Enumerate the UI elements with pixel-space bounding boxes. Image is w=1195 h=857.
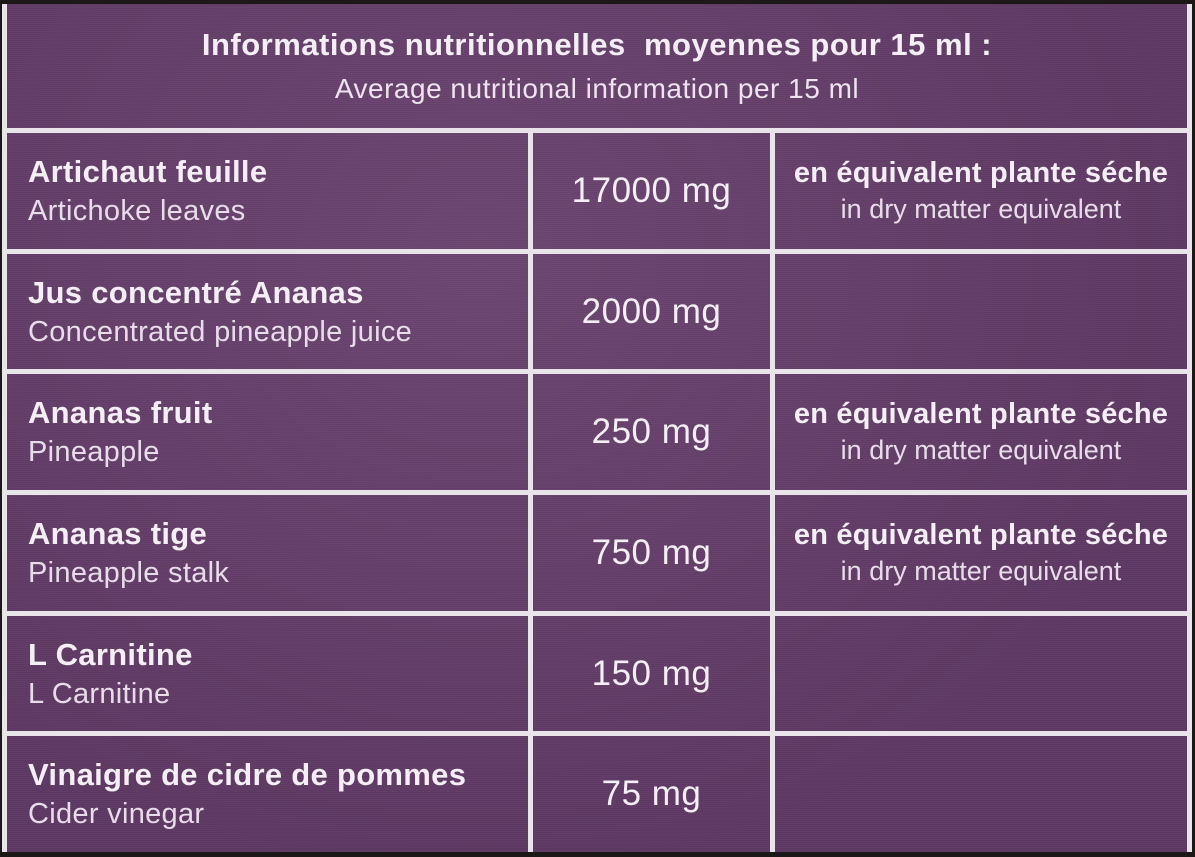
amount-value: 150 mg xyxy=(591,653,712,693)
amount-cell: 150 mg xyxy=(528,615,770,732)
ingredient-name-en: Artichoke leaves xyxy=(28,194,246,227)
note-cell xyxy=(770,615,1187,732)
header-title-english: Average nutritional information per 15 m… xyxy=(334,73,860,104)
ingredient-name-cell: L Carnitine L Carnitine xyxy=(7,616,528,732)
table-row-pineapple-stalk: Ananas tige Pineapple stalk 750 mg en éq… xyxy=(7,490,1187,611)
ingredient-name-fr: L Carnitine xyxy=(28,636,193,672)
ingredient-name-en: L Carnitine xyxy=(28,677,171,710)
amount-cell: 17000 mg xyxy=(528,133,770,249)
ingredient-name-cell: Ananas tige Pineapple stalk xyxy=(7,495,528,611)
note-cell: en équivalent plante séche in dry matter… xyxy=(770,133,1187,249)
note-cell xyxy=(770,253,1187,370)
note-fr: en équivalent plante séche xyxy=(793,156,1169,189)
table-row-pineapple-juice: Jus concentré Ananas Concentrated pineap… xyxy=(7,248,1187,370)
amount-cell: 2000 mg xyxy=(528,253,770,370)
ingredient-name-cell: Artichaut feuille Artichoke leaves xyxy=(7,133,528,249)
table-row-l-carnitine: L Carnitine L Carnitine 150 mg xyxy=(7,610,1187,732)
amount-value: 17000 mg xyxy=(571,170,732,210)
amount-cell: 250 mg xyxy=(528,374,770,491)
amount-cell: 75 mg xyxy=(528,736,770,853)
ingredient-name-en: Concentrated pineapple juice xyxy=(28,315,413,348)
table-header: Informations nutritionnelles moyennes po… xyxy=(7,4,1187,128)
ingredient-name-cell: Jus concentré Ananas Concentrated pineap… xyxy=(7,254,528,370)
ingredient-name-fr: Artichaut feuille xyxy=(28,153,268,189)
note-en: in dry matter equivalent xyxy=(840,193,1122,224)
note-cell xyxy=(770,736,1187,853)
table-row-cider-vinegar: Vinaigre de cidre de pommes Cider vinega… xyxy=(7,731,1187,853)
note-fr: en équivalent plante séche xyxy=(793,398,1169,431)
ingredient-name-en: Pineapple xyxy=(28,436,160,469)
note-cell: en équivalent plante séche in dry matter… xyxy=(770,374,1187,491)
amount-value: 75 mg xyxy=(601,774,702,814)
ingredient-name-fr: Ananas tige xyxy=(28,515,208,551)
ingredient-name-en: Cider vinegar xyxy=(28,798,205,831)
note-cell: en équivalent plante séche in dry matter… xyxy=(770,495,1187,611)
ingredient-name-cell: Ananas fruit Pineapple xyxy=(7,374,528,490)
ingredient-name-fr: Ananas fruit xyxy=(28,395,213,431)
note-en: in dry matter equivalent xyxy=(840,435,1122,466)
nutrition-table: Informations nutritionnelles moyennes po… xyxy=(2,4,1192,853)
amount-cell: 750 mg xyxy=(528,495,770,611)
amount-value: 250 mg xyxy=(591,412,712,452)
amount-value: 750 mg xyxy=(591,532,712,572)
ingredient-name-en: Pineapple stalk xyxy=(28,556,230,589)
table-body: Artichaut feuille Artichoke leaves 17000… xyxy=(7,128,1187,853)
note-fr: en équivalent plante séche xyxy=(793,518,1169,551)
ingredient-name-fr: Jus concentré Ananas xyxy=(28,274,364,310)
header-title-french: Informations nutritionnelles moyennes po… xyxy=(201,27,993,62)
table-row-artichoke: Artichaut feuille Artichoke leaves 17000… xyxy=(7,128,1187,249)
ingredient-name-fr: Vinaigre de cidre de pommes xyxy=(28,757,467,793)
ingredient-name-cell: Vinaigre de cidre de pommes Cider vinega… xyxy=(7,736,528,852)
amount-value: 2000 mg xyxy=(581,291,722,331)
note-en: in dry matter equivalent xyxy=(840,555,1122,586)
table-row-pineapple-fruit: Ananas fruit Pineapple 250 mg en équival… xyxy=(7,369,1187,491)
